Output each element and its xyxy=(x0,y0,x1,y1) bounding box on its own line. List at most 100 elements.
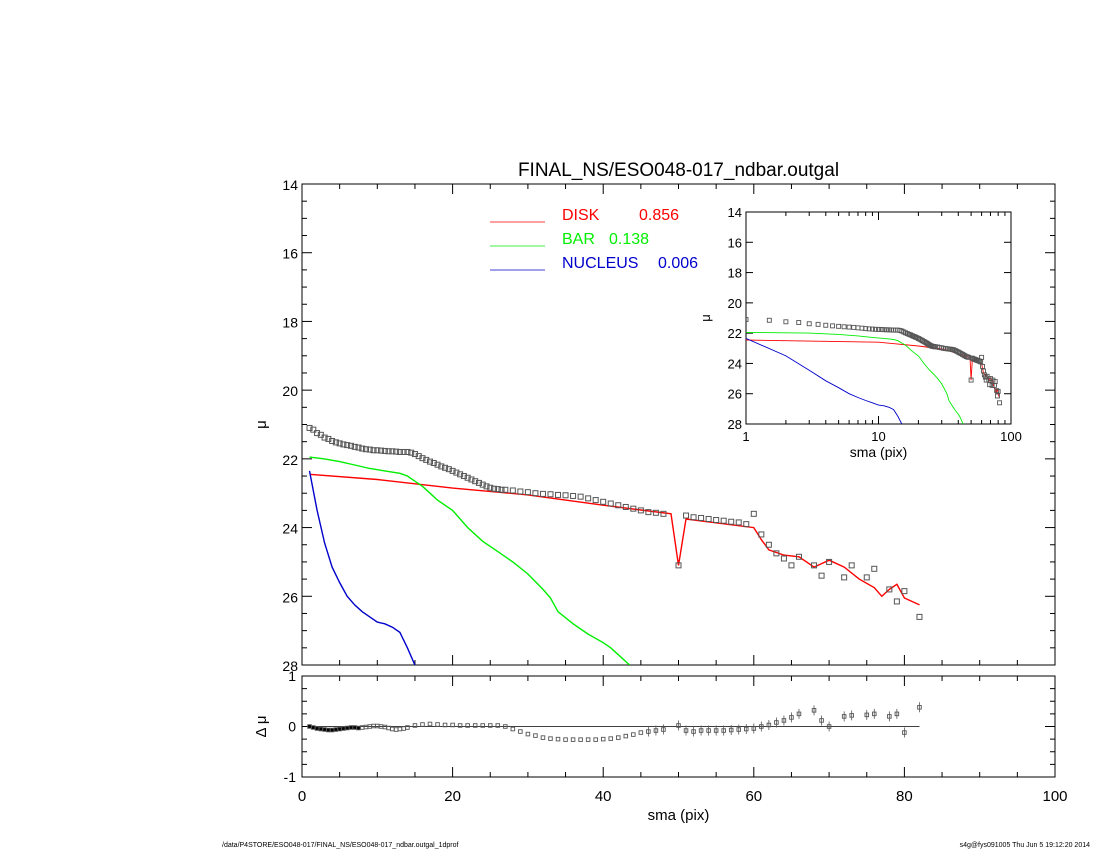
inset-y-tick-label: 20 xyxy=(728,296,742,311)
residual-point xyxy=(593,737,598,742)
residual-point xyxy=(352,725,357,730)
footer-timestamp: s4g@fys091005 Thu Jun 5 19:12:20 2014 xyxy=(959,842,1090,849)
data-point xyxy=(539,490,546,497)
data-point xyxy=(344,442,351,449)
residual-point xyxy=(661,727,666,732)
inset-data-point xyxy=(966,354,972,360)
data-point xyxy=(811,562,818,569)
residual-point xyxy=(348,725,354,730)
inset-y-tick-label: 14 xyxy=(728,205,742,220)
data-point xyxy=(370,447,377,454)
data-point xyxy=(460,473,467,480)
x-tick-label: 100 xyxy=(1042,788,1067,805)
data-point xyxy=(336,440,343,447)
legend-label-bar: BAR xyxy=(562,231,595,248)
x-tick-label: 40 xyxy=(595,788,612,805)
x-tick-label: 20 xyxy=(444,788,461,805)
residual-point xyxy=(819,718,824,723)
residual-point xyxy=(781,718,787,723)
inset-y-tick-label: 24 xyxy=(728,356,742,371)
residual-point xyxy=(382,724,388,730)
inset-data-point xyxy=(992,379,998,385)
legend-value-bar: 0.138 xyxy=(609,231,649,248)
x-axis-label: sma (pix) xyxy=(648,807,710,824)
inset-data-point xyxy=(994,393,1000,399)
data-point xyxy=(683,512,690,519)
residual-point xyxy=(653,728,659,733)
data-point xyxy=(743,521,750,528)
residual-point xyxy=(616,735,621,740)
data-point xyxy=(765,541,772,548)
residual-point xyxy=(412,723,418,728)
residual-point xyxy=(540,735,546,740)
data-point xyxy=(637,507,644,514)
data-point xyxy=(359,445,366,452)
data-point xyxy=(600,498,607,505)
inset-data-point xyxy=(823,322,829,328)
residual-point xyxy=(841,714,847,719)
data-point xyxy=(750,510,757,517)
data-point xyxy=(848,562,855,569)
legend-value-nucleus: 0.006 xyxy=(658,255,698,272)
data-point xyxy=(381,447,388,454)
data-point xyxy=(396,448,403,455)
data-point xyxy=(389,448,396,455)
series-nucleus-line xyxy=(308,470,416,665)
data-point xyxy=(449,467,456,474)
residual-point xyxy=(555,736,561,742)
y-tick-label: 26 xyxy=(282,589,298,605)
y-axis-label: μ xyxy=(253,420,270,429)
data-point xyxy=(841,574,848,581)
residual-point xyxy=(638,730,644,735)
data-point xyxy=(306,424,313,431)
residual-point xyxy=(676,723,681,728)
inset-data-point xyxy=(836,323,842,329)
residual-point xyxy=(864,712,870,718)
residual-point xyxy=(759,724,764,729)
data-point xyxy=(442,464,449,471)
inset-x-tick-label: 10 xyxy=(871,429,885,444)
inset-data-point xyxy=(846,324,852,330)
residual-point xyxy=(495,723,501,728)
residual-point xyxy=(789,715,794,720)
residual-point xyxy=(533,733,538,738)
inset-data-point xyxy=(783,319,789,325)
inset-y-tick-label: 26 xyxy=(728,387,742,402)
data-point xyxy=(758,531,765,538)
residual-point xyxy=(713,728,719,733)
data-point xyxy=(630,505,637,512)
data-point xyxy=(795,553,802,560)
residual-point xyxy=(849,713,854,718)
data-point xyxy=(675,562,682,569)
inset-data-point xyxy=(994,388,1000,394)
inset-data-point xyxy=(796,320,802,325)
residual-point xyxy=(811,708,817,713)
residual-point xyxy=(393,727,399,732)
data-point xyxy=(498,486,505,493)
data-point xyxy=(562,492,569,499)
inset-lines xyxy=(746,317,1003,424)
residual-point xyxy=(344,725,350,731)
data-point xyxy=(329,437,336,444)
data-point xyxy=(863,574,870,581)
data-point xyxy=(475,479,482,486)
data-point xyxy=(332,439,339,446)
data-point xyxy=(577,493,584,500)
residual-point xyxy=(401,726,406,731)
residual-point xyxy=(751,726,757,731)
inset-data-point xyxy=(806,321,812,327)
footer-path: /data/P4STORE/ESO048-017/FINAL_NS/ESO048… xyxy=(222,842,459,849)
data-point xyxy=(690,514,697,521)
inset-data-point xyxy=(995,388,1001,394)
residual-point xyxy=(902,730,907,735)
residual-point xyxy=(363,724,369,730)
residual-point xyxy=(427,721,433,727)
data-point xyxy=(430,459,437,466)
data-point xyxy=(438,463,445,470)
data-point xyxy=(351,443,358,450)
data-point xyxy=(427,458,434,465)
residual-point xyxy=(371,723,376,729)
residual-point xyxy=(766,722,772,728)
residual-point xyxy=(744,726,749,732)
data-point xyxy=(720,517,727,524)
